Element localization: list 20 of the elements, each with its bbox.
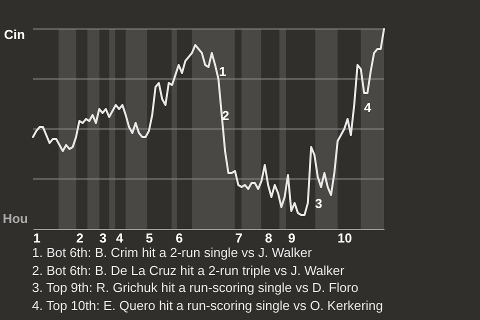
annotation: 4: [364, 100, 372, 115]
text: 2. Bot 6th: B. De La Cruz hit a 2-run triple vs J. Walker: [32, 262, 346, 279]
x-tick-label: 3: [99, 230, 107, 246]
x-tick-label: 8: [264, 230, 272, 246]
x-tick-label: 5: [146, 230, 154, 246]
text: Hou: [2, 211, 28, 226]
x-tick-label: 10: [338, 230, 352, 246]
text: Cin: [4, 27, 25, 42]
annotation: 2: [222, 108, 230, 123]
x-tick-label: 9: [288, 230, 296, 246]
x-tick-label: 6: [176, 230, 183, 246]
annotation: 1: [219, 64, 226, 79]
x-tick-label: 4: [116, 230, 124, 246]
x-tick-label: 1: [33, 230, 40, 246]
x-tick-label: 2: [76, 230, 84, 246]
text: 1. Bot 6th: B. Crim hit a 2-run single vs J. Walker: [32, 244, 313, 262]
annotation: 3: [315, 196, 322, 211]
text: 3. Top 9th: R. Grichuk hit a run-scoring single vs D. Floro: [32, 279, 360, 296]
x-tick-label: 7: [235, 230, 242, 246]
text: 4. Top 10th: E. Quero hit a run-scoring single vs O. Kerkering: [32, 296, 383, 314]
